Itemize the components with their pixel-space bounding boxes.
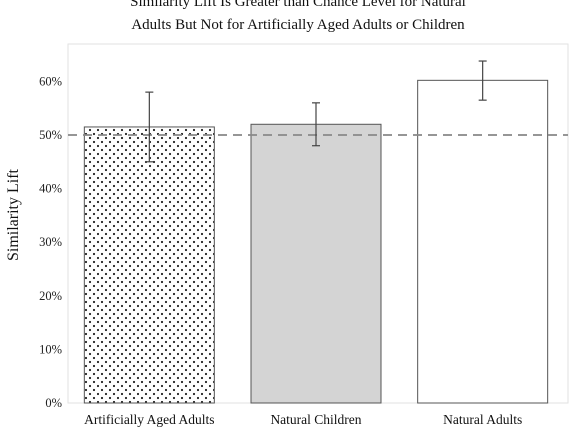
y-tick-label: 50% <box>39 128 62 142</box>
y-tick-label: 30% <box>39 235 62 249</box>
x-category-label: Natural Adults <box>443 412 522 427</box>
y-tick-label: 40% <box>39 182 62 196</box>
error-bar <box>145 91 154 163</box>
y-axis: 0% 10% 20% 30% 40% 50% 60% <box>39 74 62 410</box>
y-axis-title: Similarity Lift <box>5 168 22 261</box>
y-tick-label: 20% <box>39 289 62 303</box>
bar-artificially-aged-adults <box>83 126 215 404</box>
y-tick-label: 0% <box>45 396 62 410</box>
bar-natural-adults <box>417 79 549 404</box>
bar-natural-children <box>250 123 382 404</box>
x-category-label: Artificially Aged Adults <box>84 412 215 427</box>
x-axis: Artificially Aged Adults Natural Children… <box>84 412 522 427</box>
chart-title-line-2: Adults But Not for Artificially Aged Adu… <box>131 17 465 33</box>
y-tick-label: 60% <box>39 74 62 88</box>
error-bar <box>478 60 487 101</box>
chart-title-line-1: Similarity Lift Is Greater than Chance L… <box>130 0 466 10</box>
error-bar <box>312 102 320 147</box>
bars-group <box>83 79 549 404</box>
x-category-label: Natural Children <box>270 412 361 427</box>
y-tick-label: 10% <box>39 342 62 356</box>
error-bars-group <box>145 60 487 163</box>
